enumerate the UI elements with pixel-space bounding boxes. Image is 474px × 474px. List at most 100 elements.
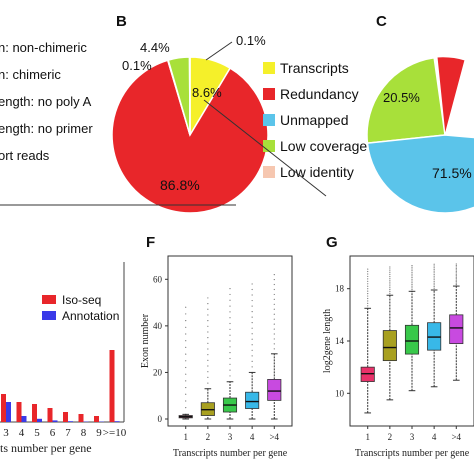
outlier-point [433, 275, 435, 277]
legend-label: Unmapped [280, 112, 349, 128]
legend-swatch [263, 140, 275, 152]
outlier-point [455, 284, 457, 286]
outlier-point [433, 263, 435, 265]
outlier-point [251, 305, 253, 307]
data-label: 8.6% [192, 85, 222, 100]
y-axis-label: log2gene length [322, 309, 333, 373]
outlier-point [207, 331, 209, 333]
x-tick-label: 5 [34, 427, 40, 439]
outlier-point [367, 300, 369, 302]
outlier-point [389, 287, 391, 289]
outlier-point [207, 348, 209, 350]
outlier-point [273, 293, 275, 296]
outlier-point [411, 280, 413, 282]
outlier-point [411, 282, 413, 284]
outlier-point [411, 270, 413, 272]
outlier-point [411, 283, 413, 286]
outlier-point [433, 282, 435, 284]
outlier-point [273, 338, 275, 340]
outlier-point [455, 266, 457, 268]
outlier-point [207, 371, 209, 373]
outlier-point [273, 343, 275, 345]
outlier-point [185, 346, 187, 349]
outlier-point [367, 288, 369, 290]
box [267, 379, 282, 401]
outlier-point [207, 337, 209, 339]
outlier-point [251, 349, 253, 351]
legend-swatch [42, 311, 56, 320]
outlier-point [273, 298, 275, 300]
outlier-point [389, 292, 391, 294]
outlier-point [367, 295, 369, 297]
outlier-point [411, 285, 413, 287]
outlier-point [455, 264, 457, 267]
outlier-point [273, 318, 275, 320]
pie-chart-c: 20.5% 71.5% [366, 56, 474, 214]
x-tick-label: 1 [183, 432, 188, 442]
outlier-point [185, 373, 187, 375]
x-tick-label: 3 [228, 432, 233, 442]
bar [1, 394, 6, 422]
outlier-point [273, 283, 275, 286]
outlier-point [229, 352, 231, 354]
outlier-point [389, 281, 391, 283]
x-tick-label: 8 [81, 427, 87, 439]
x-axis-label: Transcripts number per gene [173, 448, 288, 459]
outlier-point [455, 276, 457, 278]
outlier-point [273, 274, 275, 276]
y-axis-label: Exon number [140, 313, 151, 368]
outlier-point [185, 353, 187, 355]
x-tick-label: 1 [365, 432, 370, 442]
outlier-point [229, 299, 231, 301]
outlier-point [455, 272, 457, 274]
outlier-point [455, 281, 457, 283]
outlier-point [251, 322, 253, 324]
bar [52, 420, 58, 422]
outlier-point [207, 320, 209, 322]
outlier-point [411, 288, 413, 291]
outlier-point [389, 268, 391, 270]
outlier-point [229, 311, 231, 313]
outlier-point [185, 366, 187, 369]
outlier-point [433, 287, 435, 289]
outlier-point [455, 263, 457, 265]
outlier-point [229, 363, 231, 365]
panel-label-b: B [116, 13, 127, 30]
outlier-point [433, 268, 435, 271]
outlier-point [229, 288, 231, 290]
outlier-point [411, 271, 413, 274]
callout-line-b [203, 99, 327, 197]
x-tick-label: >4 [269, 432, 279, 442]
outlier-point [251, 338, 253, 340]
outlier-point [433, 285, 435, 288]
x-tick-label: 2 [206, 432, 211, 442]
box [449, 314, 464, 345]
outlier-point [367, 305, 369, 307]
outlier-point [251, 294, 253, 296]
legend-label: Redundancy [280, 86, 359, 102]
outlier-point [433, 270, 435, 272]
outlier-point [251, 283, 253, 285]
outlier-point [273, 308, 275, 310]
y-tick-label: 14 [335, 336, 345, 346]
y-tick-label: 20 [153, 367, 163, 377]
x-tick-label: 4 [432, 432, 437, 442]
legend-swatch [263, 62, 275, 74]
legend-label: Iso-seq [62, 293, 101, 307]
outlier-point [389, 279, 391, 281]
legend-label: Annotation [62, 309, 119, 323]
bar [109, 350, 115, 422]
outlier-point [251, 366, 253, 368]
outlier-point [251, 310, 253, 313]
x-axis-label: Transcripts number per gene [355, 448, 470, 459]
outlier-point [433, 284, 435, 286]
legend-swatch [263, 88, 275, 100]
outlier-point [389, 275, 391, 278]
legend-a-item: ength: no poly A [0, 94, 92, 109]
bar [6, 402, 11, 422]
outlier-point [411, 287, 413, 289]
outlier-point [389, 270, 391, 272]
box [382, 330, 397, 362]
outlier-point [251, 344, 253, 346]
outlier-point [433, 279, 435, 281]
